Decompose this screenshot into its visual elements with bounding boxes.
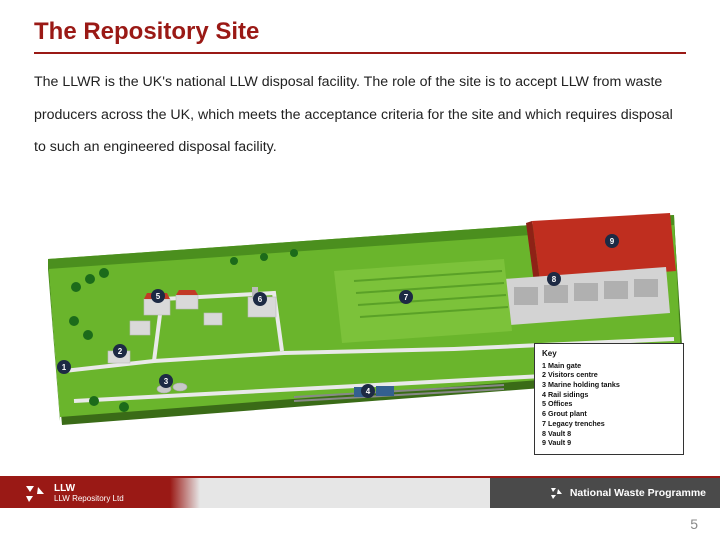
recycle-icon bbox=[548, 486, 564, 500]
site-diagram: 1 2 3 4 5 6 7 8 9 Key 1 Main gate2 Visitors cent… bbox=[34, 195, 686, 455]
brand-right-label: National Waste Programme bbox=[570, 487, 706, 499]
legend-item: 9 Vault 9 bbox=[542, 438, 676, 448]
legend-item: 2 Visitors centre bbox=[542, 370, 676, 380]
svg-text:5: 5 bbox=[156, 292, 161, 301]
map-marker: 6 bbox=[253, 292, 267, 306]
slide: The Repository Site The LLWR is the UK's… bbox=[0, 0, 720, 540]
legend-item: 6 Grout plant bbox=[542, 409, 676, 419]
svg-text:7: 7 bbox=[404, 293, 409, 302]
legend-item: 7 Legacy trenches bbox=[542, 419, 676, 429]
legend-title: Key bbox=[542, 349, 676, 358]
map-marker: 7 bbox=[399, 290, 413, 304]
brand-left: LLW LLW Repository Ltd bbox=[20, 482, 124, 504]
recycle-icon bbox=[20, 482, 48, 504]
legend-item: 8 Vault 8 bbox=[542, 429, 676, 439]
map-marker: 2 bbox=[113, 344, 127, 358]
legend-box: Key 1 Main gate2 Visitors centre3 Marine… bbox=[534, 343, 684, 455]
map-marker: 1 bbox=[57, 360, 71, 374]
map-marker: 8 bbox=[547, 272, 561, 286]
brand-right: National Waste Programme bbox=[548, 486, 706, 500]
svg-text:8: 8 bbox=[552, 275, 557, 284]
map-marker: 9 bbox=[605, 234, 619, 248]
brand-left-sub: LLW Repository Ltd bbox=[54, 494, 124, 503]
page-title: The Repository Site bbox=[34, 18, 259, 46]
legend-item: 5 Offices bbox=[542, 399, 676, 409]
body-text: The LLWR is the UK's national LLW dispos… bbox=[34, 66, 686, 164]
svg-text:2: 2 bbox=[118, 347, 123, 356]
legend-item: 3 Marine holding tanks bbox=[542, 380, 676, 390]
page-number: 5 bbox=[690, 516, 698, 532]
svg-text:9: 9 bbox=[610, 237, 615, 246]
svg-text:6: 6 bbox=[258, 295, 263, 304]
map-marker: 3 bbox=[159, 374, 173, 388]
brand-left-name: LLW bbox=[54, 484, 124, 494]
svg-text:3: 3 bbox=[164, 377, 169, 386]
svg-text:1: 1 bbox=[62, 363, 67, 372]
title-underline bbox=[34, 52, 686, 54]
svg-text:4: 4 bbox=[366, 387, 371, 396]
legend-item: 1 Main gate bbox=[542, 361, 676, 371]
legend-item: 4 Rail sidings bbox=[542, 390, 676, 400]
map-marker: 5 bbox=[151, 289, 165, 303]
map-marker: 4 bbox=[361, 384, 375, 398]
